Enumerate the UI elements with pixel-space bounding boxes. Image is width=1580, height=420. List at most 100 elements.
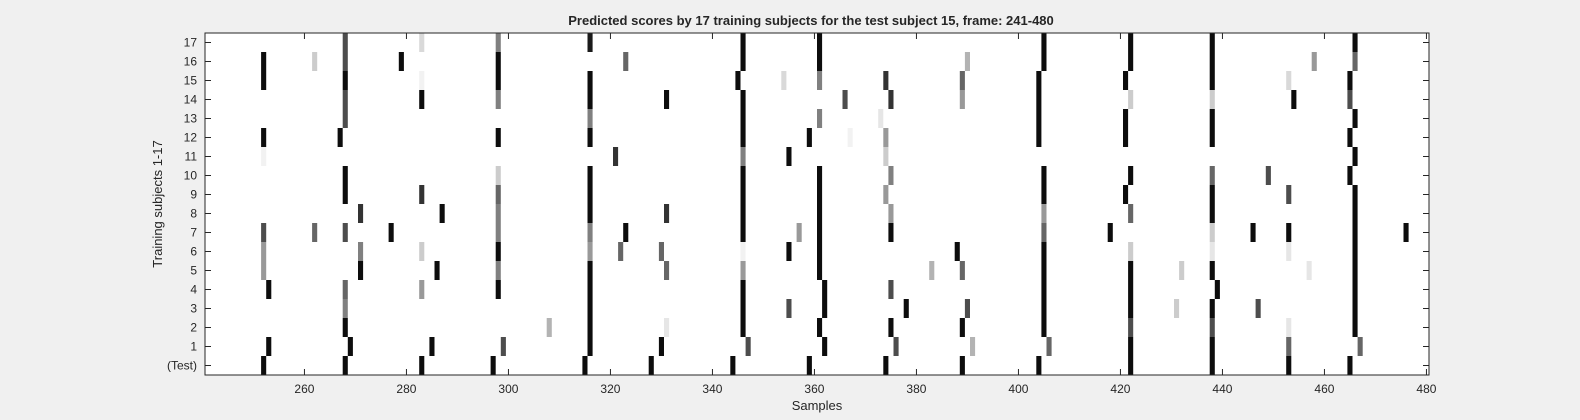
- heatmap-cell: [1036, 356, 1042, 375]
- heatmap-cell: [623, 52, 629, 71]
- heatmap-cell: [740, 223, 746, 242]
- heatmap-cell: [261, 356, 267, 375]
- heatmap-cell: [261, 128, 267, 147]
- heatmap-cell: [888, 318, 894, 337]
- heatmap-cell: [434, 261, 440, 280]
- heatmap-cell: [817, 242, 823, 261]
- y-tick-label: 10: [184, 169, 198, 183]
- heatmap-cell: [419, 90, 425, 109]
- heatmap-cell: [1179, 261, 1185, 280]
- heatmap-cell: [312, 52, 318, 71]
- y-tick-label: 3: [190, 302, 197, 316]
- heatmap-cell: [658, 337, 664, 356]
- heatmap-cell: [822, 280, 828, 299]
- heatmap-cell: [817, 318, 823, 337]
- heatmap-cell: [648, 356, 654, 375]
- heatmap-cell: [266, 337, 272, 356]
- heatmap-cell: [1209, 242, 1215, 261]
- heatmap-cell: [500, 337, 506, 356]
- heatmap-cell: [1352, 261, 1358, 280]
- heatmap-cell: [786, 242, 792, 261]
- heatmap-cell: [740, 185, 746, 204]
- heatmap-cell: [817, 223, 823, 242]
- heatmap-cell: [1041, 261, 1047, 280]
- heatmap-cell: [342, 166, 348, 185]
- heatmap-cell: [664, 318, 670, 337]
- heatmap-cell: [1286, 318, 1292, 337]
- y-tick-label: (Test): [167, 359, 197, 373]
- heatmap-cell: [587, 33, 593, 52]
- heatmap-cell: [1352, 318, 1358, 337]
- heatmap-cell: [358, 261, 364, 280]
- heatmap-cell: [842, 90, 848, 109]
- heatmap-cell: [1209, 52, 1215, 71]
- heatmap-cell: [495, 33, 501, 52]
- heatmap-cell: [745, 337, 751, 356]
- heatmap-cell: [358, 204, 364, 223]
- heatmap-cell: [847, 128, 853, 147]
- heatmap-cell: [342, 90, 348, 109]
- heatmap-cell: [1347, 166, 1353, 185]
- heatmap-cell: [888, 280, 894, 299]
- heatmap-cell: [1107, 223, 1113, 242]
- heatmap-cell: [964, 299, 970, 318]
- heatmap-cell: [740, 52, 746, 71]
- heatmap-cell: [1352, 223, 1358, 242]
- plot-frame: [204, 32, 1430, 376]
- heatmap-cell: [1352, 109, 1358, 128]
- heatmap-cell: [806, 356, 812, 375]
- heatmap-cell: [1128, 52, 1134, 71]
- y-tick-label: 9: [190, 188, 197, 202]
- heatmap-cell: [1352, 299, 1358, 318]
- heatmap-cell: [1209, 71, 1215, 90]
- heatmap-cell: [817, 166, 823, 185]
- heatmap-cell: [781, 71, 787, 90]
- heatmap-cell: [419, 33, 425, 52]
- heatmap-cell: [1128, 90, 1134, 109]
- heatmap-cell: [419, 185, 425, 204]
- heatmap-cell: [964, 52, 970, 71]
- heatmap-cell: [817, 71, 823, 90]
- heatmap-cell: [261, 71, 267, 90]
- heatmap-cell: [1128, 299, 1134, 318]
- heatmap-cell: [261, 261, 267, 280]
- heatmap-cell: [587, 337, 593, 356]
- heatmap-cell: [1209, 185, 1215, 204]
- heatmap-cell: [587, 223, 593, 242]
- y-tick-label: 2: [190, 321, 197, 335]
- heatmap-cell: [893, 337, 899, 356]
- heatmap-cell: [740, 299, 746, 318]
- heatmap-cell: [1286, 337, 1292, 356]
- heatmap-cell: [1286, 356, 1292, 375]
- heatmap-cell: [664, 90, 670, 109]
- heatmap-cell: [495, 185, 501, 204]
- heatmap-cell: [1352, 52, 1358, 71]
- heatmap-cell: [929, 261, 935, 280]
- heatmap-cell: [1306, 261, 1312, 280]
- heatmap-cell: [786, 299, 792, 318]
- heatmap-cell: [888, 223, 894, 242]
- heatmap-cell: [490, 356, 496, 375]
- x-tick-label: 400: [1008, 382, 1028, 396]
- heatmap-cell: [1311, 52, 1317, 71]
- heatmap-cell: [658, 242, 664, 261]
- heatmap-cell: [883, 356, 889, 375]
- heatmap-cell: [587, 242, 593, 261]
- heatmap-cell: [587, 166, 593, 185]
- heatmap-cell: [342, 299, 348, 318]
- heatmap-cell: [1041, 166, 1047, 185]
- y-tick-label: 6: [190, 245, 197, 259]
- heatmap-cell: [1128, 261, 1134, 280]
- heatmap-cell: [740, 90, 746, 109]
- heatmap-cell: [1209, 33, 1215, 52]
- x-axis: 260 280 300 320 340 360 380 400 420 440 460 480: [294, 33, 1437, 396]
- heatmap-cell: [419, 280, 425, 299]
- y-tick-label: 1: [190, 340, 197, 354]
- y-tick-label: 8: [190, 207, 197, 221]
- heatmap-cell: [587, 90, 593, 109]
- heatmap-cell: [587, 128, 593, 147]
- heatmap-cell: [1250, 223, 1256, 242]
- heatmap-cell: [740, 147, 746, 166]
- y-tick-label: 7: [190, 226, 197, 240]
